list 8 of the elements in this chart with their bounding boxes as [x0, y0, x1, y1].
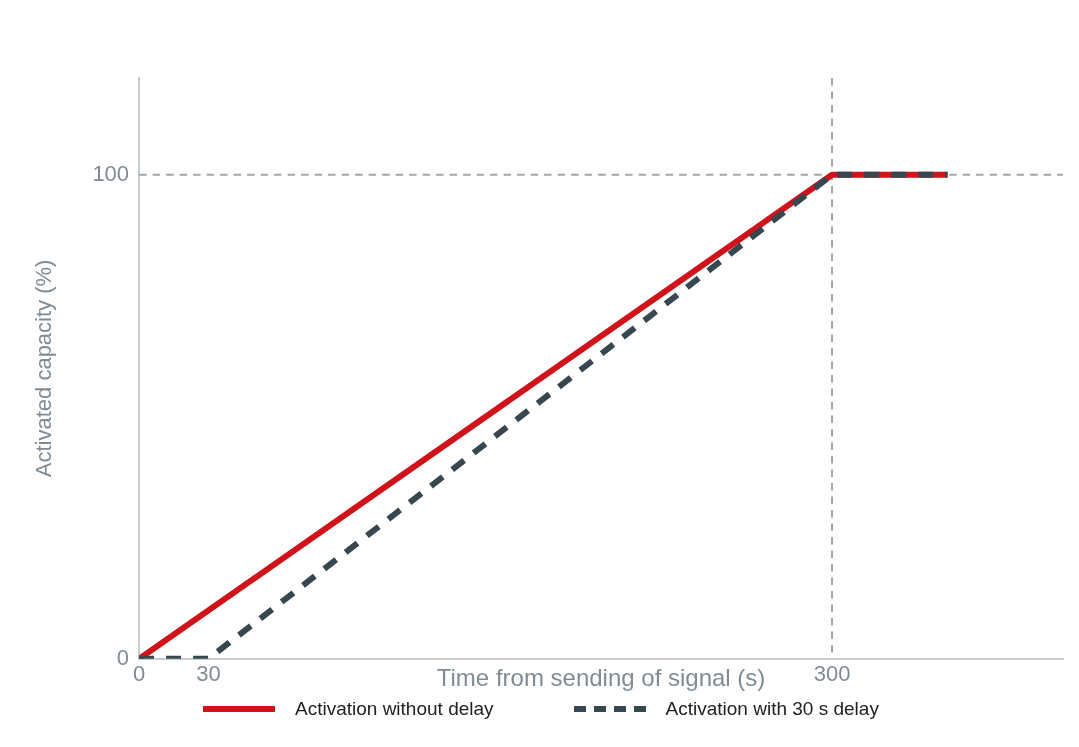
y-axis-title: Activated capacity (%) [31, 259, 57, 478]
x-tick-label: 30 [196, 661, 221, 687]
x-tick-label: 300 [813, 661, 851, 687]
legend-label: Activation without delay [295, 698, 494, 720]
legend-label: Activation with 30 s delay [665, 698, 879, 720]
x-tick-label: 0 [132, 661, 146, 687]
x-axis-title: Time from sending of signal (s) [436, 664, 766, 692]
y-tick-label: 100 [92, 160, 130, 186]
